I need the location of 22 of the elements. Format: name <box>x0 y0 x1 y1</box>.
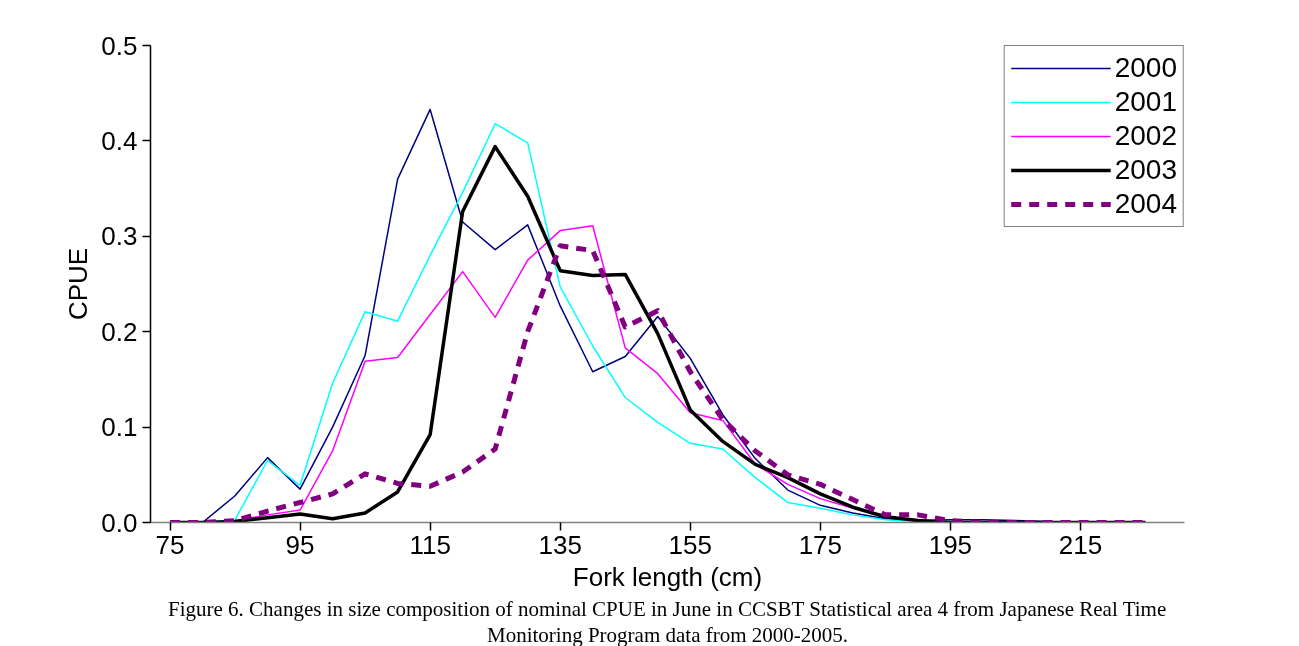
legend-label: 2001 <box>1114 86 1177 118</box>
legend-label: 2004 <box>1114 188 1177 220</box>
legend-label: 2002 <box>1114 120 1177 152</box>
y-tick-label: 0.1 <box>101 412 138 443</box>
x-axis-title: Fork length (cm) <box>572 561 763 592</box>
y-tick-label: 0.5 <box>101 30 138 61</box>
legend-label: 2000 <box>1114 52 1177 84</box>
legend-label: 2003 <box>1114 154 1177 186</box>
y-tick-label: 0.2 <box>101 316 138 347</box>
x-tick-label: 115 <box>409 529 451 560</box>
x-tick-label: 75 <box>155 529 185 560</box>
y-axis-title: CPUE <box>63 247 94 321</box>
y-tick-label: 0.0 <box>101 507 138 538</box>
x-tick-label: 215 <box>1058 529 1103 560</box>
x-tick-label: 95 <box>285 529 315 560</box>
y-tick-label: 0.4 <box>101 125 138 156</box>
x-tick-label: 135 <box>538 529 582 560</box>
x-tick-label: 175 <box>798 529 843 560</box>
caption: Figure 6. Changes in size composition of nominal CPUE in June in CCSBT Statistical area 4 from Japanese Real Time Monitoring Program data from 2000-2005. <box>168 596 1167 646</box>
y-tick-label: 0.3 <box>101 221 138 252</box>
x-tick-label: 155 <box>668 529 712 560</box>
x-tick-label: 195 <box>928 529 973 560</box>
